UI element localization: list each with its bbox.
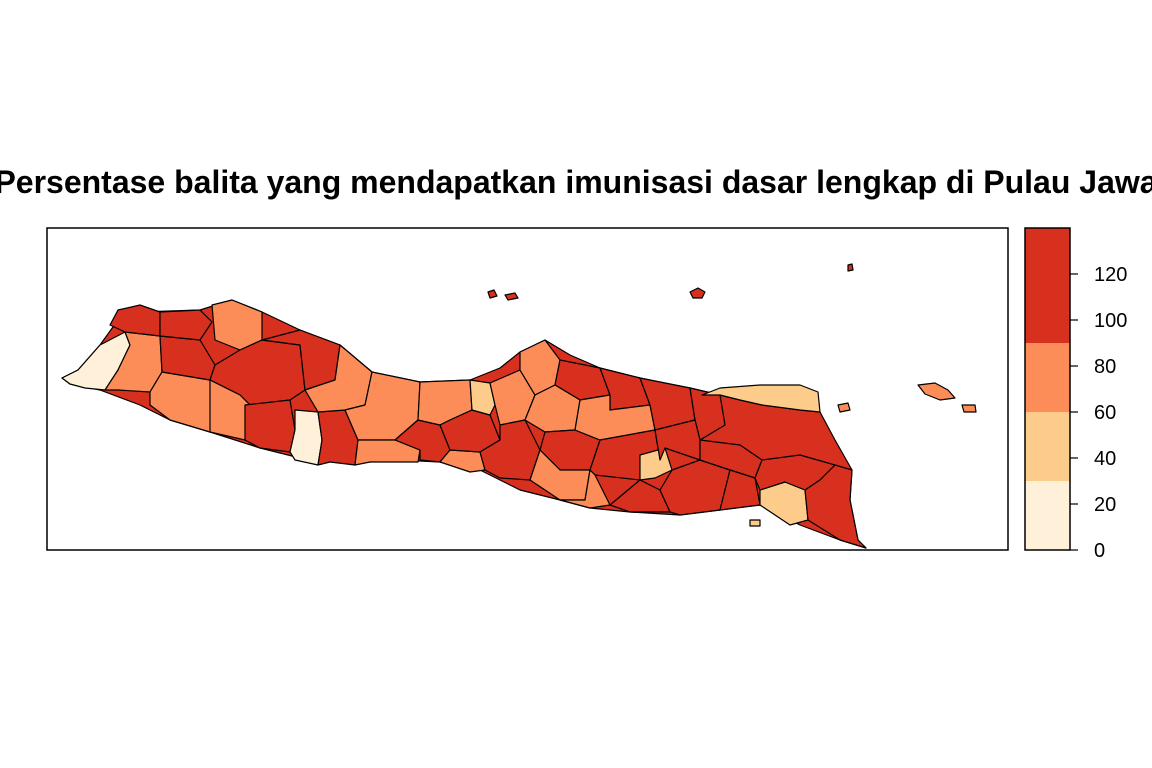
legend-band-4 [1025, 228, 1070, 343]
offshore-islands [487, 263, 977, 527]
island-thousand [487, 289, 498, 299]
map-title: Persentase balita yang mendapatkan imuni… [0, 164, 1152, 200]
island-thousand-2 [504, 292, 519, 301]
legend-band-3 [1025, 343, 1070, 412]
legend-tick-label: 120 [1094, 264, 1127, 286]
region-kebumen [439, 449, 486, 473]
java-island-regions [61, 299, 867, 549]
legend-tick-label: 20 [1094, 494, 1116, 516]
legend-tick-label: 0 [1094, 540, 1105, 562]
legend-tick-label: 60 [1094, 402, 1116, 424]
region-ponorogo [559, 469, 611, 509]
legend-band-1 [1025, 481, 1070, 550]
region-kendal [469, 379, 496, 416]
legend-tick-label: 100 [1094, 310, 1127, 332]
island-bawean [847, 263, 854, 272]
region-garut [244, 399, 296, 453]
region-madura [701, 384, 821, 413]
legend-band-2 [1025, 412, 1070, 481]
legend-frame [1024, 227, 1071, 551]
island-sapudi [961, 404, 977, 413]
island-madura-east [837, 402, 851, 413]
legend: 0 20 40 60 80 100 120 [1024, 227, 1127, 562]
map-frame [46, 227, 1009, 551]
region-banyuwangi [804, 464, 867, 549]
legend-tick-label: 40 [1094, 448, 1116, 470]
legend-tick-label: 80 [1094, 356, 1116, 378]
region-tasikmalaya [289, 409, 323, 466]
region-jakarta [159, 309, 213, 341]
island-nusa [749, 519, 761, 527]
island-karimunjawa [689, 287, 706, 299]
island-kangean [917, 382, 956, 401]
